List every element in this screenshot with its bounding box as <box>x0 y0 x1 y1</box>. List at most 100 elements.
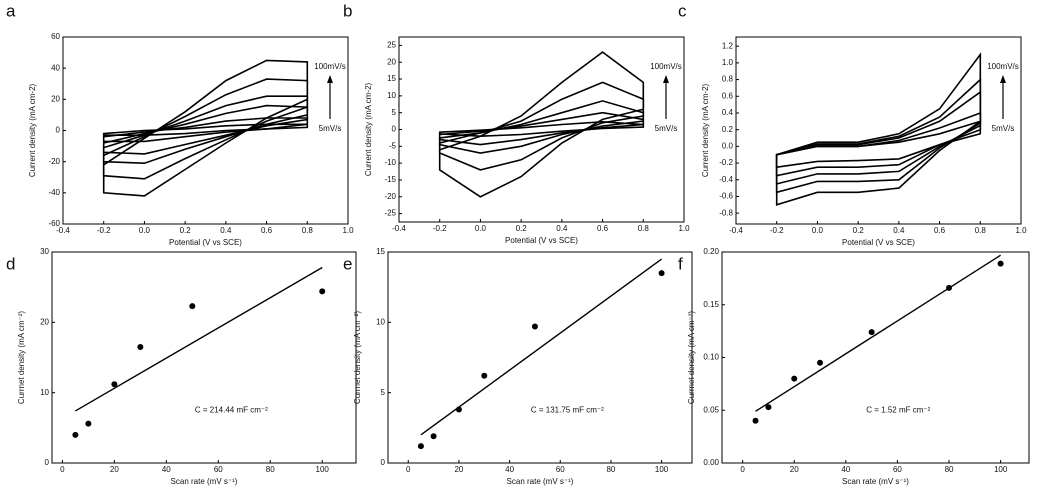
data-point <box>137 343 144 350</box>
data-point <box>72 431 79 438</box>
y-tick-label: 0 <box>381 458 386 467</box>
y-tick-label: -60 <box>48 219 60 228</box>
plot-frame <box>51 251 357 464</box>
y-axis-label: Current density (mA cm-2) <box>28 83 37 177</box>
y-tick-label: -15 <box>384 175 396 184</box>
plot-frame <box>62 36 349 225</box>
annotation: 5mV/s <box>992 124 1015 133</box>
y-axis-label: Currnet density (mA cm⁻²) <box>353 311 362 404</box>
y-tick-label: 0.05 <box>703 405 719 414</box>
data-point <box>752 417 759 424</box>
panel-label: f <box>678 254 683 273</box>
data-point <box>111 381 118 388</box>
data-point <box>868 329 875 336</box>
x-tick-label: 0 <box>406 465 411 474</box>
cv-loop <box>775 120 982 169</box>
y-tick-label: 0.4 <box>722 108 734 117</box>
x-tick-label: 0.8 <box>975 226 987 235</box>
x-tick-label: -0.4 <box>56 226 70 235</box>
y-tick-label: -0.6 <box>719 192 733 201</box>
y-tick-label: -20 <box>384 192 396 201</box>
x-tick-label: 20 <box>110 465 119 474</box>
y-tick-label: 0.8 <box>722 75 734 84</box>
x-axis-label: Scan rate (mV s⁻¹) <box>507 477 574 486</box>
x-axis-label: Scan rate (mV s⁻¹) <box>842 477 909 486</box>
panel-label: c <box>678 1 687 20</box>
annotation: C = 131.75 mF cm⁻² <box>531 405 604 414</box>
y-tick-label: 0.20 <box>703 247 719 256</box>
y-tick-label: 10 <box>40 388 49 397</box>
panel-label: b <box>343 1 352 20</box>
x-tick-label: 0.6 <box>261 226 273 235</box>
x-tick-label: 60 <box>893 465 902 474</box>
data-point <box>531 323 538 330</box>
cv-loop <box>438 120 645 138</box>
y-tick-label: -20 <box>48 157 60 166</box>
fit-line <box>755 254 1001 412</box>
annotation: 100mV/s <box>314 62 346 71</box>
data-point <box>85 420 92 427</box>
data-point <box>189 303 196 310</box>
x-tick-label: 20 <box>790 465 799 474</box>
panel-label: e <box>343 254 352 273</box>
y-tick-label: 60 <box>51 32 60 41</box>
y-tick-label: 20 <box>40 317 49 326</box>
x-tick-label: 0.0 <box>475 224 487 233</box>
x-tick-label: 40 <box>841 465 850 474</box>
y-tick-label: 0.2 <box>722 125 734 134</box>
y-tick-label: 15 <box>376 247 385 256</box>
y-tick-label: 0 <box>56 126 61 135</box>
plot-frame <box>398 36 685 223</box>
x-tick-label: 1.0 <box>342 226 354 235</box>
y-tick-label: -10 <box>384 158 396 167</box>
y-axis-label: Current density (mA cm-2) <box>364 82 373 176</box>
data-point <box>455 406 462 413</box>
x-axis-label: Potential (V vs SCE) <box>169 238 242 247</box>
plot-frame <box>721 251 1030 464</box>
cv-loop <box>102 123 309 136</box>
x-tick-label: 0.4 <box>220 226 232 235</box>
arrow-head <box>1000 75 1006 83</box>
x-tick-label: 100 <box>316 465 330 474</box>
x-tick-label: 0.2 <box>853 226 865 235</box>
x-tick-label: 80 <box>266 465 275 474</box>
data-point <box>658 270 665 277</box>
y-tick-label: -25 <box>384 209 396 218</box>
y-tick-label: 20 <box>51 94 60 103</box>
data-point <box>997 260 1004 267</box>
data-point <box>946 284 953 291</box>
annotation: C = 214.44 mF cm⁻² <box>195 405 268 414</box>
annotation: 100mV/s <box>987 62 1019 71</box>
cv-loop <box>775 52 982 206</box>
data-point <box>817 359 824 366</box>
y-axis-label: Currnet density (mA cm⁻²) <box>687 311 696 404</box>
x-tick-label: 40 <box>505 465 514 474</box>
y-tick-label: 5 <box>381 388 386 397</box>
x-tick-label: 1.0 <box>678 224 690 233</box>
plot-frame <box>735 36 1022 225</box>
y-tick-label: 15 <box>387 74 396 83</box>
x-tick-label: 20 <box>454 465 463 474</box>
x-axis-label: Potential (V vs SCE) <box>842 238 915 247</box>
data-point <box>481 372 488 379</box>
x-tick-label: 60 <box>214 465 223 474</box>
x-tick-label: 80 <box>606 465 615 474</box>
x-tick-label: 100 <box>994 465 1008 474</box>
arrow-head <box>663 75 669 83</box>
annotation: C = 1.52 mF cm⁻² <box>866 405 930 414</box>
annotation: 5mV/s <box>319 124 342 133</box>
y-tick-label: 0.15 <box>703 300 719 309</box>
x-tick-label: 0.8 <box>638 224 650 233</box>
y-tick-label: 20 <box>387 57 396 66</box>
x-tick-label: -0.4 <box>729 226 743 235</box>
x-tick-label: 0.6 <box>934 226 946 235</box>
x-tick-label: 0.8 <box>302 226 314 235</box>
x-tick-label: -0.4 <box>392 224 406 233</box>
x-tick-label: 40 <box>162 465 171 474</box>
x-tick-label: 0.2 <box>516 224 528 233</box>
panel-label: d <box>6 254 15 273</box>
panel-label: a <box>6 1 16 20</box>
fit-line <box>420 258 663 436</box>
plot-frame <box>387 251 693 464</box>
x-tick-label: 100 <box>655 465 669 474</box>
